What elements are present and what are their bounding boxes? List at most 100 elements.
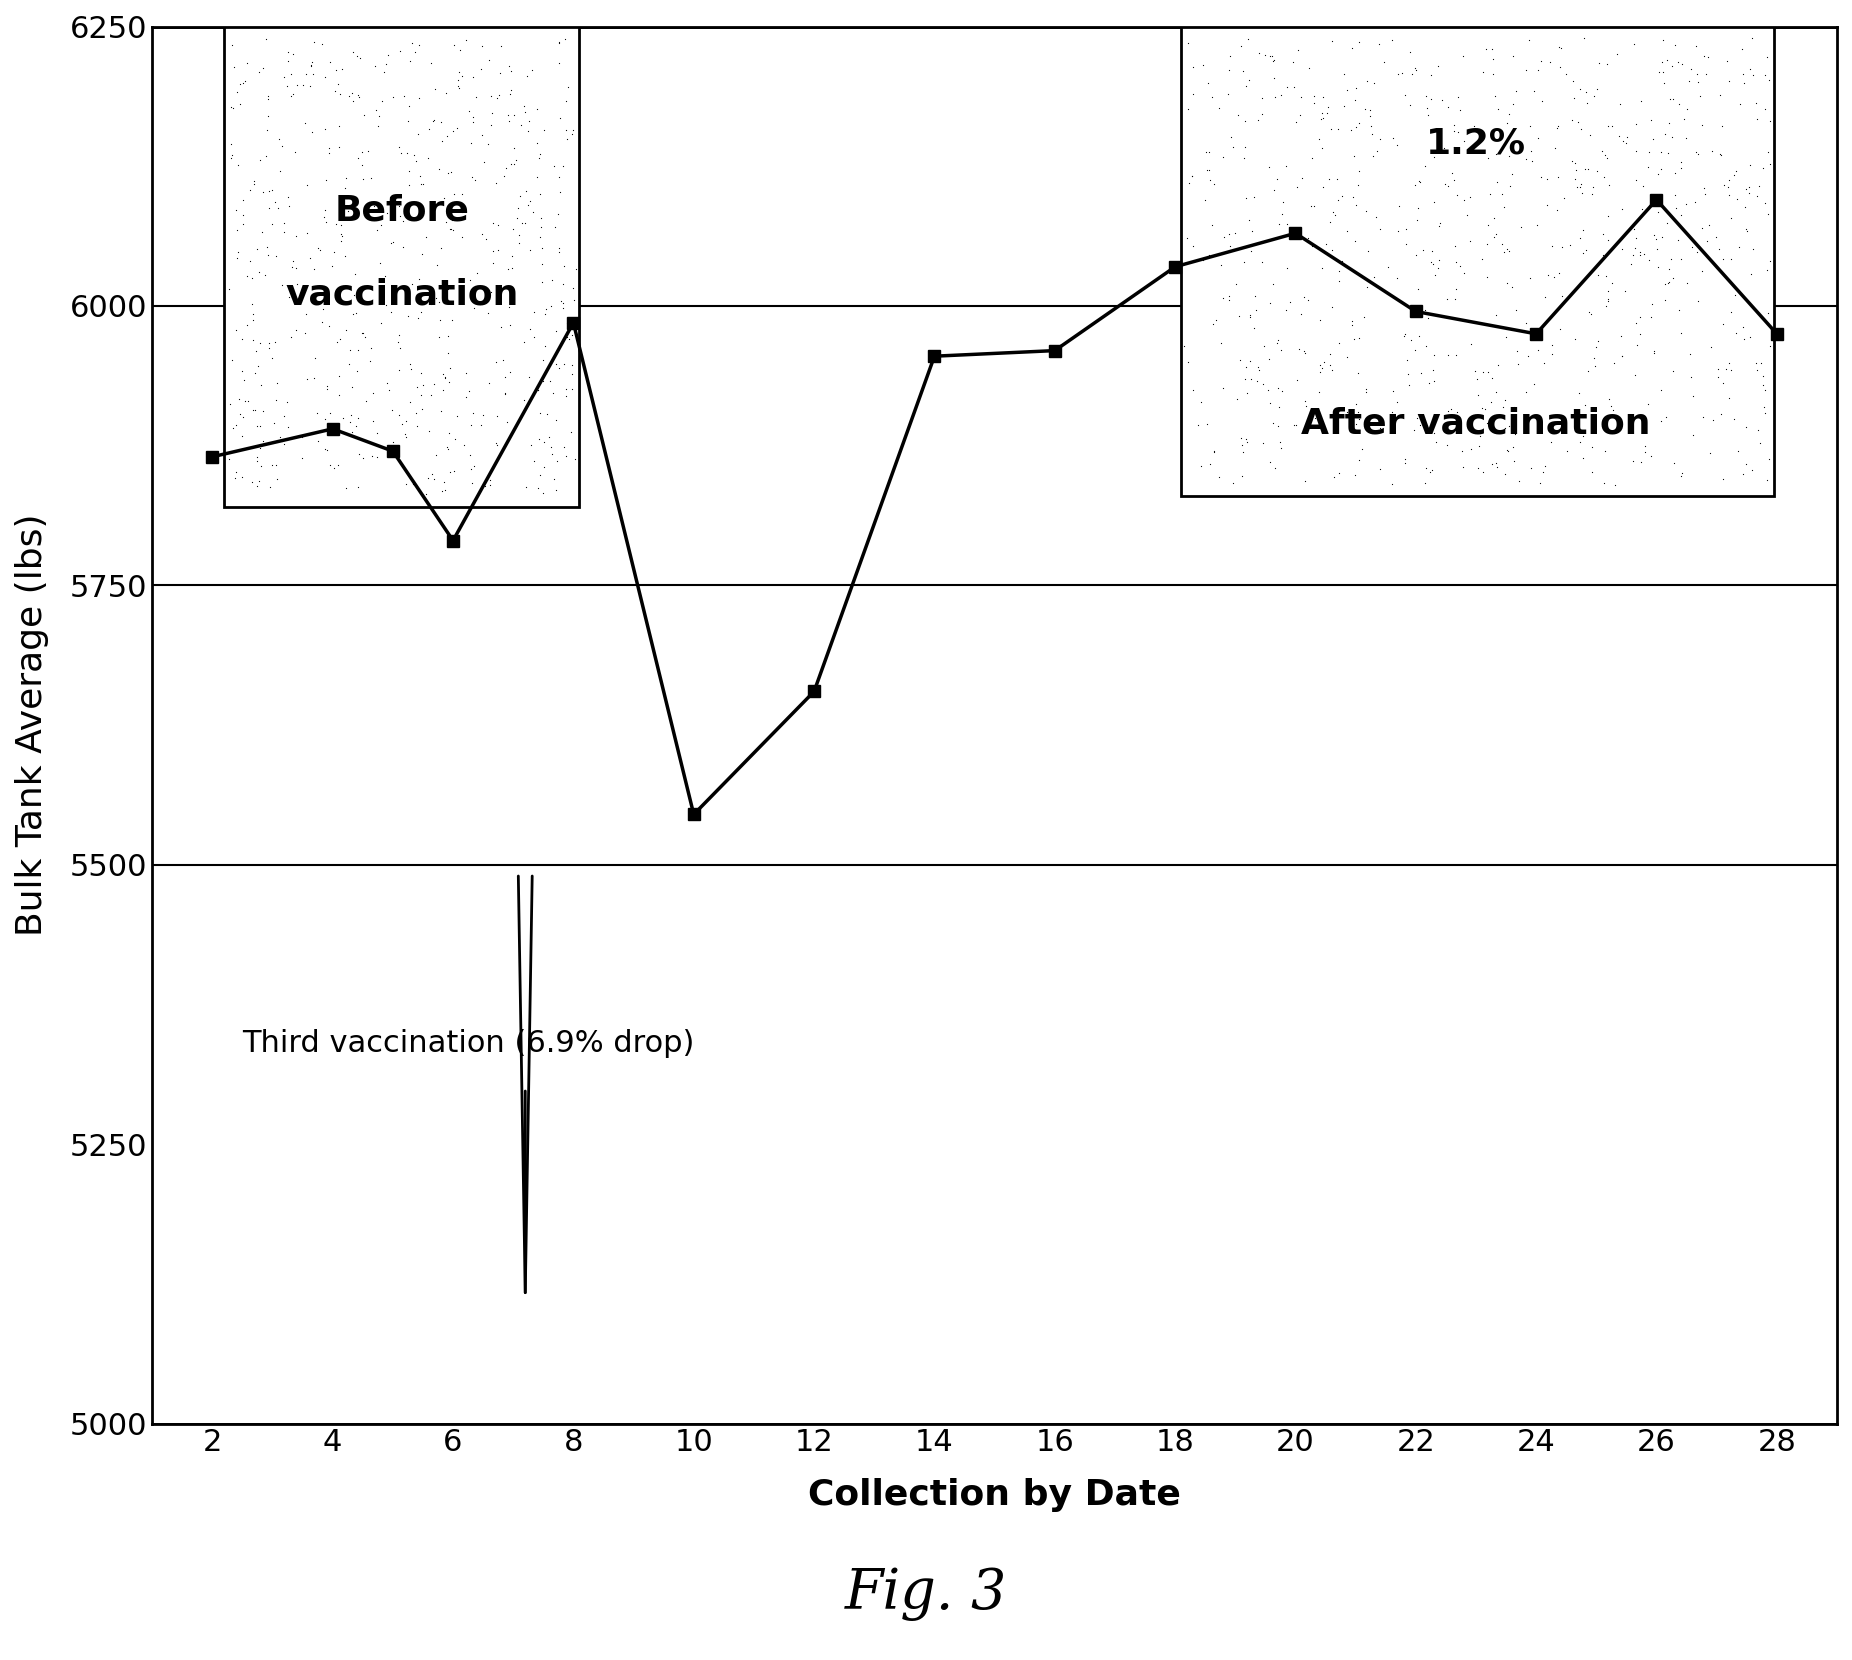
- Point: [1345, 158, 1374, 184]
- Point: [1208, 286, 1237, 312]
- Point: [315, 312, 344, 339]
- Point: [406, 299, 435, 325]
- Point: [1372, 254, 1402, 281]
- Point: [1643, 236, 1672, 262]
- Point: [1415, 460, 1445, 486]
- Point: [1337, 35, 1367, 61]
- Point: [548, 295, 578, 322]
- Point: [1578, 433, 1608, 460]
- Point: [306, 236, 335, 262]
- Point: [1578, 345, 1608, 372]
- Point: [356, 347, 385, 374]
- Point: [1285, 85, 1315, 111]
- Point: [243, 447, 272, 473]
- Point: [1198, 212, 1228, 239]
- Point: [1750, 400, 1780, 427]
- Point: [1404, 168, 1433, 194]
- Point: [1620, 362, 1650, 388]
- Point: [454, 377, 483, 403]
- Point: [296, 120, 326, 146]
- Point: [254, 242, 283, 269]
- Point: [1233, 206, 1263, 232]
- Point: [1361, 204, 1391, 231]
- Y-axis label: Bulk Tank Average (lbs): Bulk Tank Average (lbs): [15, 513, 48, 936]
- Point: [272, 73, 302, 100]
- Point: [398, 271, 428, 297]
- Point: [1726, 91, 1756, 118]
- Point: [535, 367, 565, 393]
- Point: [1606, 91, 1635, 118]
- Point: [328, 222, 357, 249]
- Point: [1754, 66, 1783, 93]
- Point: [443, 115, 472, 141]
- Point: [391, 425, 420, 452]
- Point: [544, 239, 574, 266]
- Point: [1515, 266, 1545, 292]
- Point: [1265, 81, 1295, 108]
- Point: [1267, 435, 1296, 461]
- Point: [291, 61, 320, 88]
- Point: [1524, 470, 1554, 496]
- Point: [1593, 203, 1622, 229]
- Point: [1308, 83, 1337, 110]
- Point: [1232, 427, 1261, 453]
- Point: [1496, 274, 1526, 300]
- Point: [1200, 437, 1230, 463]
- Point: [513, 118, 543, 144]
- Point: [1706, 81, 1735, 108]
- Point: [259, 329, 289, 355]
- Point: [1561, 149, 1591, 176]
- Point: [493, 101, 522, 128]
- Point: [1663, 227, 1693, 254]
- Point: [1706, 141, 1735, 168]
- Point: [1558, 106, 1587, 133]
- Point: [1565, 430, 1595, 456]
- Point: [337, 80, 367, 106]
- Point: [541, 214, 570, 241]
- Point: [1259, 46, 1289, 73]
- Point: [439, 32, 469, 58]
- Point: [489, 347, 519, 374]
- Point: [243, 236, 272, 262]
- Point: [263, 466, 293, 493]
- Point: [230, 68, 259, 95]
- Point: [1574, 156, 1604, 183]
- Point: [424, 289, 454, 315]
- Point: [482, 85, 511, 111]
- Point: [315, 452, 344, 478]
- Point: [1319, 199, 1348, 226]
- Point: [261, 387, 291, 413]
- Point: [548, 252, 578, 279]
- Point: [1602, 40, 1632, 66]
- Point: [296, 53, 326, 80]
- Point: [1569, 25, 1598, 51]
- Point: [1317, 28, 1346, 55]
- Point: [1215, 282, 1245, 309]
- Point: [1737, 25, 1767, 51]
- Point: [1402, 208, 1432, 234]
- Point: [1363, 32, 1393, 58]
- Point: [1735, 261, 1765, 287]
- Point: [337, 374, 367, 400]
- Point: [1569, 423, 1598, 450]
- Point: [450, 383, 480, 410]
- Point: [267, 427, 296, 453]
- Point: [1248, 100, 1278, 126]
- Point: [263, 194, 293, 221]
- Point: [474, 370, 504, 397]
- Point: [1563, 380, 1593, 407]
- Point: [544, 28, 574, 55]
- Point: [519, 448, 548, 475]
- Point: [406, 171, 435, 198]
- Point: [433, 369, 463, 395]
- Point: [387, 412, 417, 438]
- Point: [1691, 61, 1721, 88]
- Point: [359, 193, 389, 219]
- Point: [472, 300, 502, 327]
- Point: [1198, 171, 1228, 198]
- Point: [1667, 319, 1696, 345]
- Point: [467, 33, 496, 60]
- Point: [1352, 237, 1382, 264]
- Point: [1589, 221, 1619, 247]
- Point: [1191, 186, 1220, 212]
